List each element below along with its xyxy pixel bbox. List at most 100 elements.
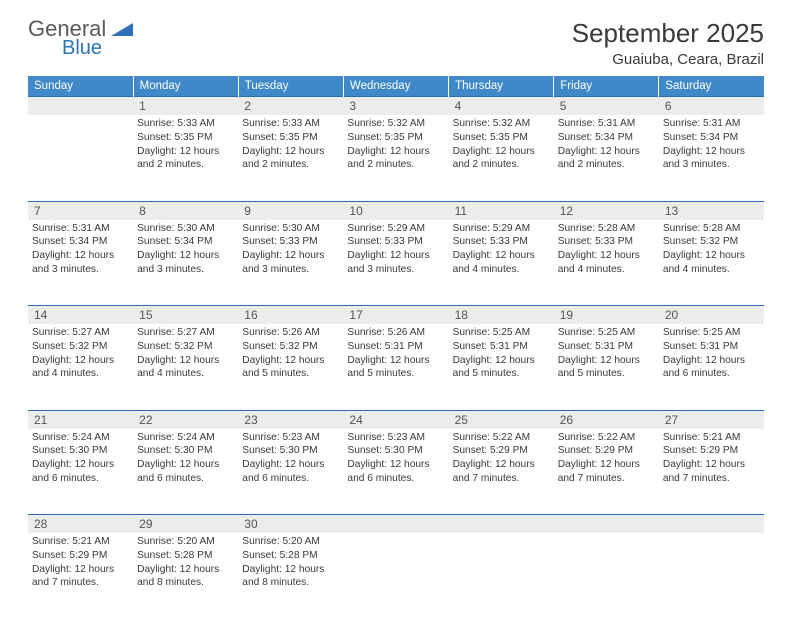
sunset-text: Sunset: 5:28 PM xyxy=(137,549,234,563)
sunrise-text: Sunrise: 5:24 AM xyxy=(137,431,234,445)
sunrise-text: Sunrise: 5:32 AM xyxy=(453,117,550,131)
weekday-header: Sunday xyxy=(28,76,133,97)
day-number: 30 xyxy=(238,515,343,534)
sunset-text: Sunset: 5:35 PM xyxy=(347,131,444,145)
sunrise-text: Sunrise: 5:23 AM xyxy=(347,431,444,445)
day-cell: Sunrise: 5:25 AMSunset: 5:31 PMDaylight:… xyxy=(554,324,659,410)
day-number xyxy=(554,515,659,534)
day-number: 7 xyxy=(28,201,133,220)
logo-text: General Blue xyxy=(28,18,133,58)
sunset-text: Sunset: 5:29 PM xyxy=(32,549,129,563)
day-cell: Sunrise: 5:31 AMSunset: 5:34 PMDaylight:… xyxy=(554,115,659,201)
day-cell xyxy=(343,533,448,619)
sunrise-text: Sunrise: 5:26 AM xyxy=(347,326,444,340)
daylight-text: Daylight: 12 hours and 2 minutes. xyxy=(242,145,339,173)
day-number: 16 xyxy=(238,306,343,325)
day-number xyxy=(449,515,554,534)
daylight-text: Daylight: 12 hours and 7 minutes. xyxy=(558,458,655,486)
daylight-text: Daylight: 12 hours and 2 minutes. xyxy=(558,145,655,173)
day-number-row: 123456 xyxy=(28,97,764,116)
day-cell: Sunrise: 5:20 AMSunset: 5:28 PMDaylight:… xyxy=(238,533,343,619)
day-number: 20 xyxy=(659,306,764,325)
day-number-row: 14151617181920 xyxy=(28,306,764,325)
day-number: 9 xyxy=(238,201,343,220)
day-cell: Sunrise: 5:28 AMSunset: 5:32 PMDaylight:… xyxy=(659,220,764,306)
day-info-row: Sunrise: 5:21 AMSunset: 5:29 PMDaylight:… xyxy=(28,533,764,619)
daylight-text: Daylight: 12 hours and 6 minutes. xyxy=(137,458,234,486)
daylight-text: Daylight: 12 hours and 3 minutes. xyxy=(137,249,234,277)
sunrise-text: Sunrise: 5:20 AM xyxy=(242,535,339,549)
day-cell xyxy=(659,533,764,619)
day-number: 29 xyxy=(133,515,238,534)
sunset-text: Sunset: 5:35 PM xyxy=(453,131,550,145)
day-info-row: Sunrise: 5:33 AMSunset: 5:35 PMDaylight:… xyxy=(28,115,764,201)
sunset-text: Sunset: 5:35 PM xyxy=(137,131,234,145)
day-cell xyxy=(28,115,133,201)
sunset-text: Sunset: 5:31 PM xyxy=(453,340,550,354)
daylight-text: Daylight: 12 hours and 6 minutes. xyxy=(347,458,444,486)
day-cell: Sunrise: 5:21 AMSunset: 5:29 PMDaylight:… xyxy=(659,429,764,515)
daylight-text: Daylight: 12 hours and 3 minutes. xyxy=(663,145,760,173)
day-number: 15 xyxy=(133,306,238,325)
sunrise-text: Sunrise: 5:29 AM xyxy=(453,222,550,236)
sunrise-text: Sunrise: 5:29 AM xyxy=(347,222,444,236)
daylight-text: Daylight: 12 hours and 8 minutes. xyxy=(137,563,234,591)
daylight-text: Daylight: 12 hours and 5 minutes. xyxy=(558,354,655,382)
day-cell xyxy=(554,533,659,619)
day-number-row: 282930 xyxy=(28,515,764,534)
day-cell: Sunrise: 5:21 AMSunset: 5:29 PMDaylight:… xyxy=(28,533,133,619)
day-number: 5 xyxy=(554,97,659,116)
weekday-header: Friday xyxy=(554,76,659,97)
daylight-text: Daylight: 12 hours and 2 minutes. xyxy=(137,145,234,173)
sunset-text: Sunset: 5:29 PM xyxy=(558,444,655,458)
sunrise-text: Sunrise: 5:33 AM xyxy=(242,117,339,131)
sunset-text: Sunset: 5:30 PM xyxy=(347,444,444,458)
daylight-text: Daylight: 12 hours and 3 minutes. xyxy=(242,249,339,277)
day-number: 24 xyxy=(343,410,448,429)
day-info-row: Sunrise: 5:24 AMSunset: 5:30 PMDaylight:… xyxy=(28,429,764,515)
day-number-row: 78910111213 xyxy=(28,201,764,220)
sunrise-text: Sunrise: 5:32 AM xyxy=(347,117,444,131)
day-number: 14 xyxy=(28,306,133,325)
day-cell: Sunrise: 5:28 AMSunset: 5:33 PMDaylight:… xyxy=(554,220,659,306)
calendar-table: SundayMondayTuesdayWednesdayThursdayFrid… xyxy=(28,76,764,619)
daylight-text: Daylight: 12 hours and 6 minutes. xyxy=(242,458,339,486)
day-number: 19 xyxy=(554,306,659,325)
month-title: September 2025 xyxy=(572,18,764,49)
daylight-text: Daylight: 12 hours and 5 minutes. xyxy=(453,354,550,382)
sunset-text: Sunset: 5:33 PM xyxy=(242,235,339,249)
sunset-text: Sunset: 5:31 PM xyxy=(558,340,655,354)
sunset-text: Sunset: 5:35 PM xyxy=(242,131,339,145)
day-number: 12 xyxy=(554,201,659,220)
daylight-text: Daylight: 12 hours and 4 minutes. xyxy=(32,354,129,382)
day-number: 25 xyxy=(449,410,554,429)
daylight-text: Daylight: 12 hours and 5 minutes. xyxy=(347,354,444,382)
day-number: 2 xyxy=(238,97,343,116)
daylight-text: Daylight: 12 hours and 4 minutes. xyxy=(663,249,760,277)
daylight-text: Daylight: 12 hours and 2 minutes. xyxy=(453,145,550,173)
logo: General Blue xyxy=(28,18,133,58)
daylight-text: Daylight: 12 hours and 3 minutes. xyxy=(347,249,444,277)
day-cell: Sunrise: 5:27 AMSunset: 5:32 PMDaylight:… xyxy=(133,324,238,410)
sunset-text: Sunset: 5:33 PM xyxy=(558,235,655,249)
daylight-text: Daylight: 12 hours and 7 minutes. xyxy=(663,458,760,486)
day-number-row: 21222324252627 xyxy=(28,410,764,429)
day-cell: Sunrise: 5:31 AMSunset: 5:34 PMDaylight:… xyxy=(28,220,133,306)
weekday-header: Saturday xyxy=(659,76,764,97)
day-cell: Sunrise: 5:23 AMSunset: 5:30 PMDaylight:… xyxy=(343,429,448,515)
sunrise-text: Sunrise: 5:33 AM xyxy=(137,117,234,131)
sunset-text: Sunset: 5:32 PM xyxy=(137,340,234,354)
day-number: 10 xyxy=(343,201,448,220)
day-cell: Sunrise: 5:24 AMSunset: 5:30 PMDaylight:… xyxy=(133,429,238,515)
sunrise-text: Sunrise: 5:26 AM xyxy=(242,326,339,340)
day-cell: Sunrise: 5:32 AMSunset: 5:35 PMDaylight:… xyxy=(343,115,448,201)
sunrise-text: Sunrise: 5:31 AM xyxy=(32,222,129,236)
sunset-text: Sunset: 5:30 PM xyxy=(242,444,339,458)
daylight-text: Daylight: 12 hours and 6 minutes. xyxy=(663,354,760,382)
day-cell: Sunrise: 5:24 AMSunset: 5:30 PMDaylight:… xyxy=(28,429,133,515)
day-number: 21 xyxy=(28,410,133,429)
sunset-text: Sunset: 5:28 PM xyxy=(242,549,339,563)
day-cell: Sunrise: 5:30 AMSunset: 5:33 PMDaylight:… xyxy=(238,220,343,306)
day-number: 23 xyxy=(238,410,343,429)
day-cell: Sunrise: 5:27 AMSunset: 5:32 PMDaylight:… xyxy=(28,324,133,410)
